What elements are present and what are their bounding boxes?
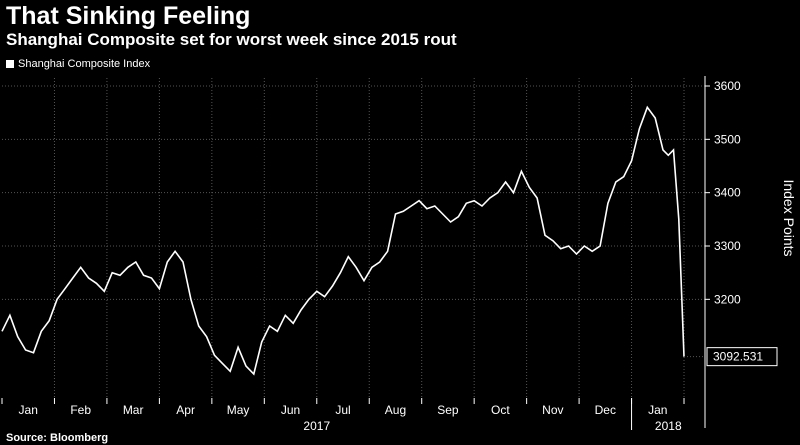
x-tick-label: Sep <box>437 403 459 417</box>
legend-swatch <box>6 60 14 68</box>
grid <box>2 78 705 398</box>
y-tick-label: 3300 <box>714 239 741 253</box>
x-tick-label: Apr <box>176 403 195 417</box>
x-axis: Jan Feb Mar Apr May Jun Jul Aug Sep Oct Nov Dec Jan 2… <box>1 398 685 433</box>
year-label: 2017 <box>303 419 330 433</box>
legend: Shanghai Composite Index <box>6 58 150 70</box>
chart-title: That Sinking Feeling <box>6 2 251 30</box>
y-tick-label: 3200 <box>714 292 741 306</box>
x-tick-label: Mar <box>123 403 144 417</box>
x-tick-label: Dec <box>595 403 616 417</box>
year-label: 2018 <box>655 419 682 433</box>
x-tick-label: Jan <box>648 403 667 417</box>
x-tick-label: May <box>227 403 250 417</box>
x-tick-label: Jul <box>335 403 350 417</box>
legend-label: Shanghai Composite Index <box>18 58 151 70</box>
last-value-label: 3092.531 <box>713 350 763 364</box>
x-tick-label: Aug <box>385 403 406 417</box>
series-line-shanghai-composite <box>1 105 685 376</box>
x-tick-label: Nov <box>542 403 563 417</box>
x-tick-label: Feb <box>70 403 91 417</box>
y-tick-label: 3600 <box>714 79 741 93</box>
last-value-box <box>706 347 778 367</box>
y-axis-title: Index Points <box>781 179 797 256</box>
y-tick-label: 3400 <box>714 186 741 200</box>
last-value-label-group: 3092.531 <box>684 347 778 367</box>
source-note: Source: Bloomberg <box>6 432 109 444</box>
y-axis: 3200 3300 3400 3500 3600 <box>704 76 741 428</box>
y-tick-label: 3500 <box>714 132 741 146</box>
x-tick-label: Oct <box>491 403 510 417</box>
x-tick-label: Jun <box>281 403 300 417</box>
chart-subtitle: Shanghai Composite set for worst week si… <box>6 30 457 49</box>
x-tick-label: Jan <box>19 403 38 417</box>
